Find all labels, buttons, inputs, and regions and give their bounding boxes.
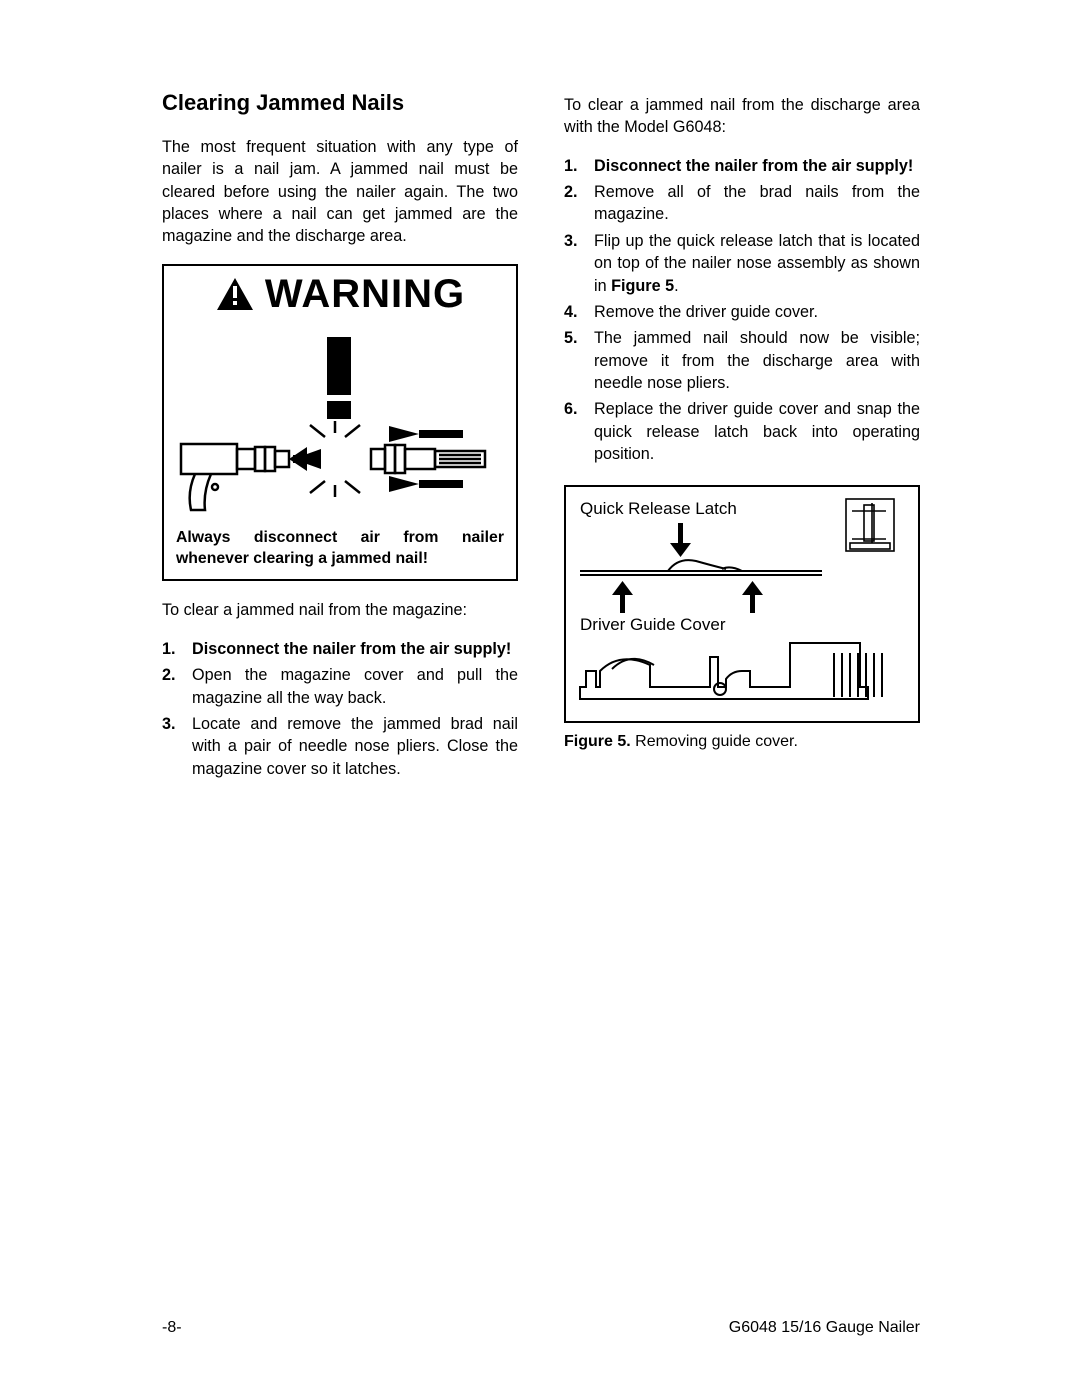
- step-text: Open the magazine cover and pull the mag…: [192, 666, 518, 706]
- step-number: 5.: [564, 327, 578, 349]
- step-number: 3.: [162, 713, 176, 735]
- right-step-1: 1. Disconnect the nailer from the air su…: [564, 155, 920, 177]
- disconnect-air-illustration-icon: [175, 329, 505, 519]
- warning-header: WARNING: [164, 266, 516, 319]
- two-column-layout: Clearing Jammed Nails The most frequent …: [162, 90, 920, 784]
- step-number: 2.: [162, 664, 176, 686]
- page-number: -8-: [162, 1319, 182, 1337]
- intro-paragraph: The most frequent situation with any typ…: [162, 136, 518, 248]
- step-number: 4.: [564, 301, 578, 323]
- left-step-3: 3. Locate and remove the jammed brad nai…: [162, 713, 518, 780]
- step-text: Replace the driver guide cover and snap …: [594, 400, 920, 463]
- warning-illustration: [164, 319, 516, 527]
- step-text: Remove the driver guide cover.: [594, 303, 818, 321]
- left-steps-list: 1. Disconnect the nailer from the air su…: [162, 638, 518, 780]
- step-text: Flip up the quick release latch that is …: [594, 232, 920, 295]
- step-number: 2.: [564, 181, 578, 203]
- page-footer: -8- G6048 15/16 Gauge Nailer: [162, 1319, 920, 1337]
- warning-word: WARNING: [265, 272, 465, 317]
- step-text: The jammed nail should now be visible; r…: [594, 329, 920, 392]
- footer-product-name: G6048 15/16 Gauge Nailer: [729, 1319, 920, 1337]
- page: Clearing Jammed Nails The most frequent …: [0, 0, 1080, 1397]
- section-title: Clearing Jammed Nails: [162, 90, 518, 116]
- right-step-3: 3. Flip up the quick release latch that …: [564, 230, 920, 297]
- step-number: 6.: [564, 398, 578, 420]
- left-column: Clearing Jammed Nails The most frequent …: [162, 90, 518, 784]
- right-lead-text: To clear a jammed nail from the discharg…: [564, 94, 920, 139]
- left-step-2: 2. Open the magazine cover and pull the …: [162, 664, 518, 709]
- step-text: Disconnect the nailer from the air suppl…: [192, 640, 511, 658]
- right-column: To clear a jammed nail from the discharg…: [564, 90, 920, 784]
- warning-box: WARNING: [162, 264, 518, 582]
- step-number: 3.: [564, 230, 578, 252]
- step-text: Locate and remove the jammed brad nail w…: [192, 715, 518, 778]
- step-number: 1.: [162, 638, 176, 660]
- step-text: Remove all of the brad nails from the ma…: [594, 183, 920, 223]
- left-step-1: 1. Disconnect the nailer from the air su…: [162, 638, 518, 660]
- step-text: Disconnect the nailer from the air suppl…: [594, 157, 913, 175]
- warning-caption: Always disconnect air from nailer whenev…: [164, 527, 516, 580]
- warning-triangle-icon: [215, 276, 255, 312]
- right-step-6: 6. Replace the driver guide cover and sn…: [564, 398, 920, 465]
- left-lead-text: To clear a jammed nail from the magazine…: [162, 599, 518, 621]
- step-number: 1.: [564, 155, 578, 177]
- figure-5-caption: Figure 5. Removing guide cover.: [564, 733, 920, 751]
- right-step-2: 2. Remove all of the brad nails from the…: [564, 181, 920, 226]
- figure-5-illustration-icon: [572, 493, 902, 711]
- right-step-4: 4. Remove the driver guide cover.: [564, 301, 920, 323]
- right-step-5: 5. The jammed nail should now be visible…: [564, 327, 920, 394]
- figure-5-box: Quick Release Latch Driver Guide Cover: [564, 485, 920, 723]
- right-steps-list: 1. Disconnect the nailer from the air su…: [564, 155, 920, 466]
